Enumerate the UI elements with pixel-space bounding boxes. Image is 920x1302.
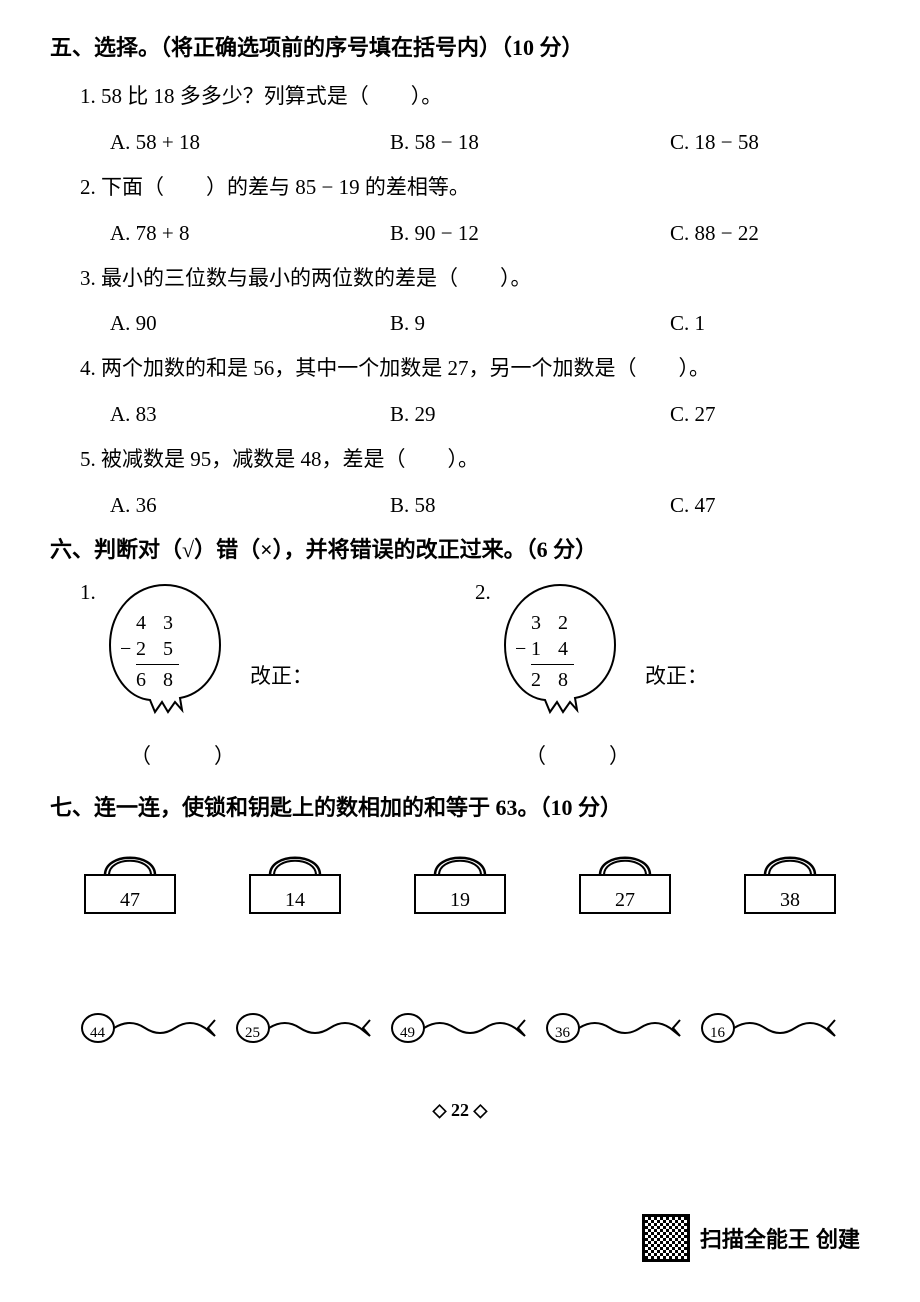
q4-options: A. 83 B. 29 C. 27 [110,402,870,427]
calc-2: 3 2 1 4 − 2 8 [531,610,574,693]
judge-2-num: 2. [475,580,491,605]
section-5-heading: 五、选择。（将正确选项前的序号填在括号内）（10 分） [50,30,870,62]
calc-2-mid: 1 4 [531,636,574,662]
q5-option-b: B. 58 [390,493,670,518]
judge-item-2: 2. 3 2 1 4 − 2 8 改正： （ ） [475,580,870,770]
section-6-heading: 六、判断对（√）错（×），并将错误的改正过来。（6 分） [50,532,870,564]
calc-2-top: 3 2 [531,610,574,636]
key-3: 49 [390,1008,530,1070]
q3-option-a: A. 90 [110,311,390,336]
section-7-heading: 七、连一连，使锁和钥匙上的数相加的和等于 63。（10 分） [50,790,870,822]
lock-4: 27 [565,840,685,948]
calc-2-bot: 2 8 [531,664,574,693]
q3-text: 3. 最小的三位数与最小的两位数的差是（ ）。 [80,260,870,298]
q1-text: 1. 58 比 18 多多少？列算式是（ ）。 [80,78,870,116]
key-2: 25 [235,1008,375,1070]
calc-1-top: 4 3 [136,610,179,636]
q4-option-c: C. 27 [670,402,716,427]
tree-shape-2: 3 2 1 4 − 2 8 [495,580,625,720]
key-1: 44 [80,1008,220,1070]
lock-2: 14 [235,840,355,948]
q1-option-a: A. 58 + 18 [110,130,390,155]
page-number: ◇ 22 ◇ [50,1100,870,1121]
calc-1-minus: − [120,636,137,662]
key-4: 36 [545,1008,685,1070]
key-2-value: 25 [245,1025,385,1042]
q5-text: 5. 被减数是 95，减数是 48，差是（ ）。 [80,441,870,479]
calc-1-bot: 6 8 [136,664,179,693]
q2-option-a: A. 78 + 8 [110,221,390,246]
locks-row: 47 14 19 27 38 [70,840,850,948]
lock-3: 19 [400,840,520,948]
lock-2-value: 14 [235,889,355,912]
lock-1: 47 [70,840,190,948]
q4-option-a: A. 83 [110,402,390,427]
qr-code-icon [642,1214,690,1262]
key-5-value: 16 [710,1025,850,1042]
q3-option-c: C. 1 [670,311,705,336]
lock-5-value: 38 [730,889,850,912]
q3-options: A. 90 B. 9 C. 1 [110,311,870,336]
q2-option-b: B. 90 − 12 [390,221,670,246]
key-1-value: 44 [90,1025,230,1042]
correction-label-2: 改正： [645,660,708,690]
calc-1: 4 3 2 5 − 6 8 [136,610,179,693]
lock-1-value: 47 [70,889,190,912]
q5-option-a: A. 36 [110,493,390,518]
tree-shape-1: 4 3 2 5 − 6 8 [100,580,230,720]
key-3-value: 49 [400,1025,540,1042]
watermark: 扫描全能王 创建 [642,1214,860,1262]
q2-text: 2. 下面（ ）的差与 85 − 19 的差相等。 [80,169,870,207]
q1-options: A. 58 + 18 B. 58 − 18 C. 18 − 58 [110,130,870,155]
q5-option-c: C. 47 [670,493,716,518]
calc-2-minus: − [515,636,532,662]
key-4-value: 36 [555,1025,695,1042]
key-5: 16 [700,1008,840,1070]
q3-option-b: B. 9 [390,311,670,336]
q2-options: A. 78 + 8 B. 90 − 12 C. 88 − 22 [110,221,870,246]
judge-1-num: 1. [80,580,96,605]
judge-row: 1. 4 3 2 5 − 6 8 改正： （ ） 2. 3 2 1 4 − [80,580,870,770]
judge-item-1: 1. 4 3 2 5 − 6 8 改正： （ ） [80,580,475,770]
q4-text: 4. 两个加数的和是 56，其中一个加数是 27，另一个加数是（ ）。 [80,350,870,388]
q1-option-b: B. 58 − 18 [390,130,670,155]
calc-1-mid: 2 5 [136,636,179,662]
paren-1: （ ） [130,740,475,770]
keys-row: 44 25 49 36 16 [80,1008,840,1070]
watermark-text: 扫描全能王 创建 [700,1222,860,1254]
q2-option-c: C. 88 − 22 [670,221,759,246]
paren-2: （ ） [525,740,870,770]
lock-5: 38 [730,840,850,948]
q1-option-c: C. 18 − 58 [670,130,759,155]
lock-3-value: 19 [400,889,520,912]
correction-label-1: 改正： [250,660,313,690]
q4-option-b: B. 29 [390,402,670,427]
q5-options: A. 36 B. 58 C. 47 [110,493,870,518]
lock-4-value: 27 [565,889,685,912]
